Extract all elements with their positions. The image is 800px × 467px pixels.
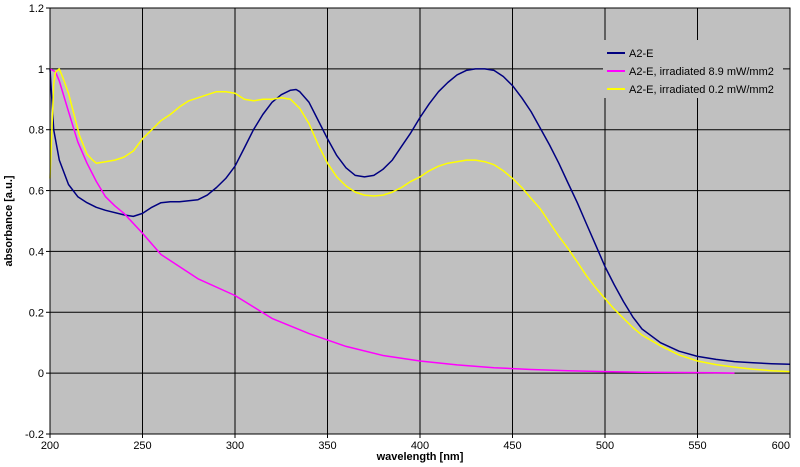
y-tick-labels: -0.2 0 0.2 0.4 0.6 0.8 1 1.2 [25,3,44,441]
x-tick-label: 450 [503,440,521,452]
legend-label: A2-E, irradiated 8.9 mW/mm2 [629,66,774,78]
series-line-3 [49,68,791,373]
series-lines [49,68,791,374]
legend-label: A2-E [629,48,653,60]
y-axis-title: absorbance [a.u.] [3,175,15,266]
y-tick-label: 1.2 [29,3,44,15]
legend-box [603,40,783,98]
series-line-1 [49,68,791,366]
y-tick-label: -0.2 [25,429,44,441]
x-tick-label: 550 [688,440,706,452]
x-tick-label: 350 [318,440,336,452]
x-tick-label: 250 [133,440,151,452]
x-tick-label: 200 [41,440,59,452]
legend: A2-E A2-E, irradiated 8.9 mW/mm2 A2-E, irr… [603,40,783,98]
x-tick-label: 600 [772,440,790,452]
x-axis-title: wavelength [nm] [376,451,464,463]
x-tick-label: 300 [226,440,244,452]
y-tick-label: 1 [38,64,44,76]
x-tick-labels: 200 250 300 350 400 450 500 550 600 [41,440,790,452]
y-tick-label: 0.8 [29,125,44,137]
y-tick-label: 0.4 [29,246,44,258]
series-line-2 [49,68,735,374]
x-tick-label: 500 [596,440,614,452]
x-tick-label: 400 [411,440,429,452]
y-tick-label: 0.2 [29,307,44,319]
legend-label: A2-E, irradiated 0.2 mW/mm2 [629,84,774,96]
plot-border [49,7,791,435]
y-tick-label: 0 [38,368,44,380]
y-tick-label: 0.6 [29,186,44,198]
